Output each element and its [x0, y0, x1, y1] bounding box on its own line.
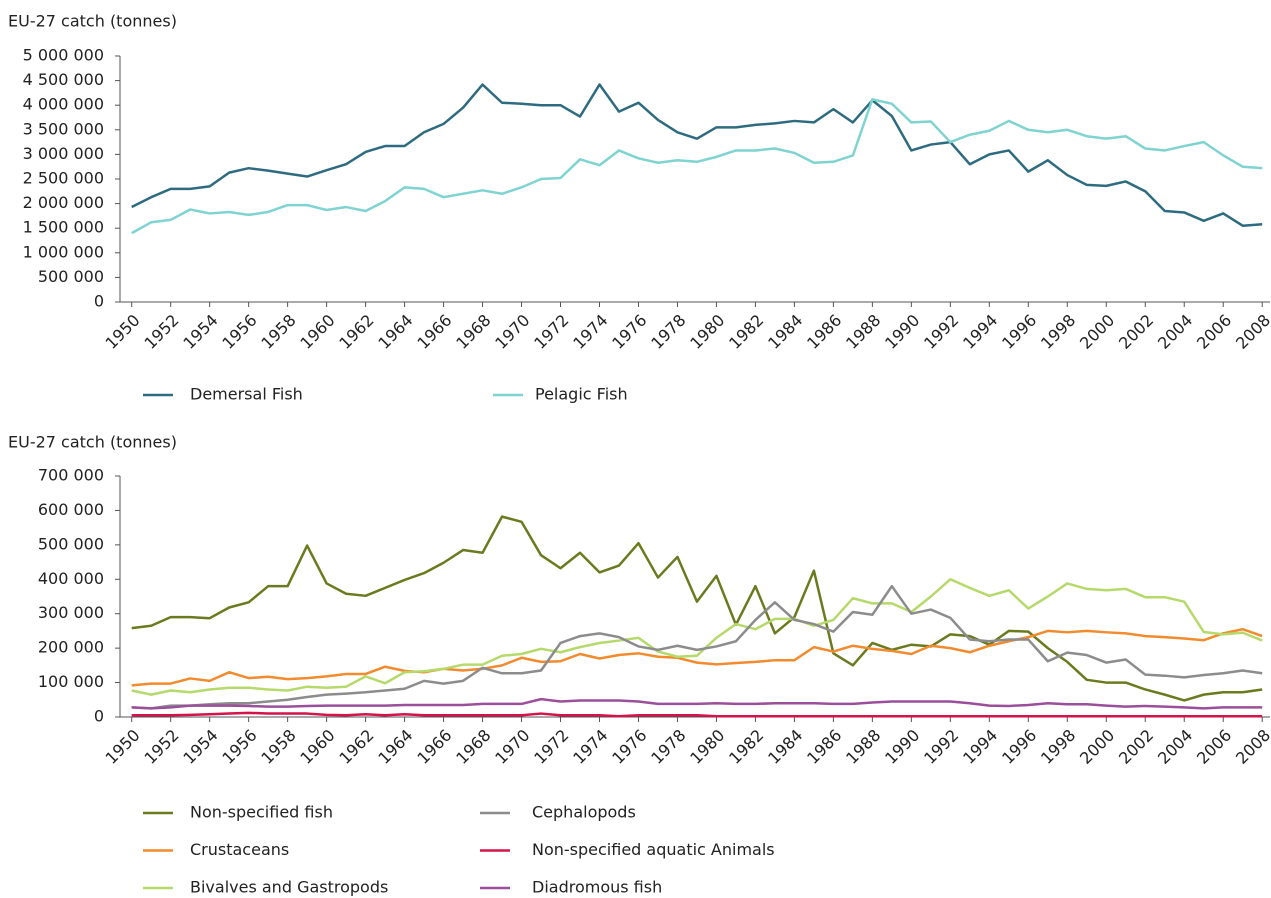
x-tick-label: 1958 — [257, 311, 299, 353]
legend-label: Crustaceans — [190, 840, 289, 859]
x-tick-label: 1990 — [881, 726, 923, 768]
x-tick-label: 1976 — [608, 726, 650, 768]
x-tick-label: 2008 — [1232, 726, 1271, 768]
x-tick-label: 1964 — [374, 311, 416, 353]
legend-label: Demersal Fish — [190, 385, 303, 404]
x-tick-label: 1998 — [1037, 311, 1079, 353]
series-line — [131, 98, 1263, 235]
x-tick-label: 1972 — [530, 311, 572, 353]
series-line — [131, 515, 1263, 702]
legend-label: Non-specified aquatic Animals — [532, 840, 775, 859]
x-tick-label: 1966 — [413, 726, 455, 768]
y-tick-label: 700 000 — [38, 466, 104, 485]
chart-title: EU-27 catch (tonnes) — [8, 433, 177, 452]
x-tick-label: 1966 — [413, 311, 455, 353]
x-tick-label: 1962 — [335, 726, 377, 768]
y-tick-label: 400 000 — [38, 569, 104, 588]
legend-label: Cephalopods — [532, 803, 636, 822]
y-tick-label: 500 000 — [38, 267, 104, 286]
x-tick-label: 1994 — [959, 311, 1001, 353]
x-tick-label: 2006 — [1193, 726, 1235, 768]
y-tick-label: 3 500 000 — [23, 119, 104, 138]
x-tick-label: 1996 — [998, 726, 1040, 768]
x-tick-label: 2002 — [1115, 726, 1157, 768]
y-tick-label: 100 000 — [38, 672, 104, 691]
x-tick-label: 1954 — [179, 311, 221, 353]
x-tick-label: 2008 — [1232, 311, 1271, 353]
x-tick-label: 2002 — [1115, 311, 1157, 353]
y-tick-label: 2 500 000 — [23, 169, 104, 188]
series-line — [131, 697, 1263, 710]
y-tick-label: 600 000 — [38, 500, 104, 519]
x-tick-label: 1964 — [374, 726, 416, 768]
x-tick-label: 1974 — [569, 311, 611, 353]
y-tick-label: 1 000 000 — [23, 242, 104, 261]
x-tick-label: 1988 — [842, 726, 884, 768]
x-tick-label: 1988 — [842, 311, 884, 353]
chart-title: EU-27 catch (tonnes) — [8, 12, 177, 31]
x-tick-label: 1980 — [686, 726, 728, 768]
x-tick-label: 1998 — [1037, 726, 1079, 768]
x-tick-label: 1954 — [179, 726, 221, 768]
x-tick-label: 1978 — [647, 311, 689, 353]
x-tick-label: 1960 — [296, 726, 338, 768]
x-tick-label: 1952 — [140, 726, 182, 768]
legend-label: Pelagic Fish — [535, 385, 628, 404]
x-tick-label: 2004 — [1154, 726, 1196, 768]
x-tick-label: 1978 — [647, 726, 689, 768]
x-tick-label: 2000 — [1076, 311, 1118, 353]
x-tick-label: 1958 — [257, 726, 299, 768]
x-tick-label: 1968 — [452, 311, 494, 353]
x-tick-label: 1970 — [491, 726, 533, 768]
x-tick-label: 1956 — [218, 311, 260, 353]
y-tick-label: 0 — [94, 707, 104, 726]
y-tick-label: 200 000 — [38, 638, 104, 657]
x-tick-label: 1970 — [491, 311, 533, 353]
y-tick-label: 4 000 000 — [23, 95, 104, 114]
x-tick-label: 1982 — [725, 311, 767, 353]
legend-label: Diadromous fish — [532, 878, 662, 897]
series-line — [131, 627, 1263, 687]
x-tick-label: 1992 — [920, 726, 962, 768]
x-tick-label: 1950 — [101, 311, 143, 353]
series-line — [131, 83, 1263, 227]
x-tick-label: 1976 — [608, 311, 650, 353]
x-tick-label: 1950 — [101, 726, 143, 768]
y-tick-label: 1 500 000 — [23, 218, 104, 237]
x-tick-label: 2004 — [1154, 311, 1196, 353]
x-tick-label: 1984 — [764, 726, 806, 768]
series-line — [131, 578, 1263, 696]
x-tick-label: 1986 — [803, 726, 845, 768]
x-tick-label: 1992 — [920, 311, 962, 353]
x-tick-label: 2000 — [1076, 726, 1118, 768]
y-tick-label: 3 000 000 — [23, 144, 104, 163]
x-tick-label: 1982 — [725, 726, 767, 768]
x-tick-label: 1962 — [335, 311, 377, 353]
y-tick-label: 5 000 000 — [23, 46, 104, 65]
x-tick-label: 1996 — [998, 311, 1040, 353]
x-tick-label: 1960 — [296, 311, 338, 353]
legend-label: Bivalves and Gastropods — [190, 878, 388, 897]
x-tick-label: 1972 — [530, 726, 572, 768]
y-tick-label: 2 000 000 — [23, 193, 104, 212]
y-tick-label: 4 500 000 — [23, 70, 104, 89]
x-tick-label: 1994 — [959, 726, 1001, 768]
series-line — [131, 584, 1263, 710]
x-tick-label: 2006 — [1193, 311, 1235, 353]
x-tick-label: 1974 — [569, 726, 611, 768]
y-tick-label: 0 — [94, 292, 104, 311]
y-tick-label: 500 000 — [38, 534, 104, 553]
x-tick-label: 1986 — [803, 311, 845, 353]
x-tick-label: 1984 — [764, 311, 806, 353]
x-tick-label: 1968 — [452, 726, 494, 768]
x-tick-label: 1990 — [881, 311, 923, 353]
x-tick-label: 1956 — [218, 726, 260, 768]
y-tick-label: 300 000 — [38, 603, 104, 622]
x-tick-label: 1980 — [686, 311, 728, 353]
x-tick-label: 1952 — [140, 311, 182, 353]
legend-label: Non-specified fish — [190, 803, 333, 822]
series-line — [131, 711, 1263, 718]
